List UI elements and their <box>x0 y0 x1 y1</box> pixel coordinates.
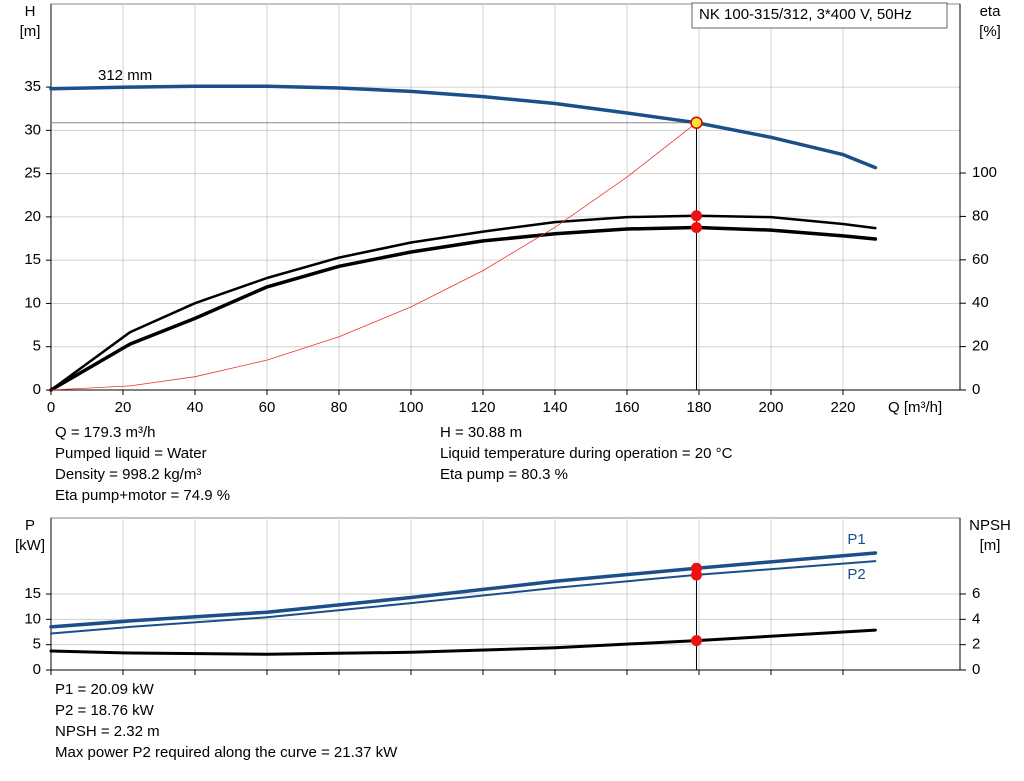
y-tick-label: 10 <box>24 294 41 311</box>
info-text: P2 = 18.76 kW <box>55 702 155 719</box>
y2-tick-label: 100 <box>972 164 997 181</box>
info-text: NPSH = 2.32 m <box>55 723 160 740</box>
y-tick-label: 35 <box>24 78 41 95</box>
y2-tick-label: 20 <box>972 338 989 355</box>
y2-tick-label: 4 <box>972 610 980 627</box>
info-text: H = 30.88 m <box>440 424 522 441</box>
x-tick-label: 0 <box>47 399 55 416</box>
y-tick-label: 15 <box>24 251 41 268</box>
operating-point <box>690 116 703 129</box>
y-tick-label: 15 <box>24 585 41 602</box>
info-text: Max power P2 required along the curve = … <box>55 744 398 761</box>
x-tick-label: 220 <box>830 399 855 416</box>
x-tick-label: 100 <box>398 399 423 416</box>
curve <box>50 122 697 391</box>
curve-label: 312 mm <box>98 67 152 84</box>
legend-label: P2 <box>847 566 865 583</box>
y-tick-label: 10 <box>24 610 41 627</box>
chart-title: NK 100-315/312, 3*400 V, 50Hz <box>699 6 912 23</box>
x-tick-label: 20 <box>115 399 132 416</box>
y-axis-unit: [m] <box>20 23 41 40</box>
y-tick-label: 25 <box>24 165 41 182</box>
operating-point <box>690 635 702 647</box>
x-tick-label: 40 <box>187 399 204 416</box>
info-text: Liquid temperature during operation = 20… <box>440 445 733 462</box>
x-tick-label: 180 <box>686 399 711 416</box>
x-tick-label: 80 <box>331 399 348 416</box>
y-axis-label: P <box>25 517 35 534</box>
y2-tick-label: 60 <box>972 251 989 268</box>
info-text: Eta pump+motor = 74.9 % <box>55 487 230 504</box>
y-tick-label: 0 <box>33 661 41 678</box>
y2-axis-unit: [m] <box>980 537 1001 554</box>
x-tick-label: 200 <box>758 399 783 416</box>
info-text: Q = 179.3 m³/h <box>55 424 155 441</box>
y-tick-label: 30 <box>24 121 41 138</box>
y-tick-label: 5 <box>33 338 41 355</box>
y2-tick-label: 0 <box>972 661 980 678</box>
y2-tick-label: 80 <box>972 207 989 224</box>
x-tick-label: 160 <box>614 399 639 416</box>
y2-tick-label: 0 <box>972 381 980 398</box>
operating-point <box>690 569 702 581</box>
operating-point <box>690 210 702 222</box>
y2-axis-label: eta <box>980 3 1002 20</box>
y2-tick-label: 6 <box>972 585 980 602</box>
plot-area <box>50 3 961 391</box>
y2-tick-label: 2 <box>972 636 980 653</box>
curve <box>49 225 878 392</box>
operating-point <box>690 221 702 233</box>
y2-axis-label: NPSH <box>969 517 1011 534</box>
x-tick-label: 60 <box>259 399 276 416</box>
x-tick-label: 140 <box>542 399 567 416</box>
info-text: Pumped liquid = Water <box>55 445 207 462</box>
y-tick-label: 0 <box>33 381 41 398</box>
x-axis-label: Q [m³/h] <box>888 399 942 416</box>
y-axis-label: H <box>25 3 36 20</box>
y-axis-unit: [kW] <box>15 537 45 554</box>
info-text: Eta pump = 80.3 % <box>440 466 568 483</box>
info-text: P1 = 20.09 kW <box>55 681 155 698</box>
y-tick-label: 5 <box>33 636 41 653</box>
title-box <box>691 2 948 29</box>
y2-axis-unit: [%] <box>979 23 1001 40</box>
curve <box>49 84 878 170</box>
y2-tick-label: 40 <box>972 294 989 311</box>
curve <box>49 214 877 392</box>
x-tick-label: 120 <box>470 399 495 416</box>
info-text: Density = 998.2 kg/m³ <box>55 466 201 483</box>
legend-label: P1 <box>847 531 865 548</box>
y-tick-label: 20 <box>24 208 41 225</box>
